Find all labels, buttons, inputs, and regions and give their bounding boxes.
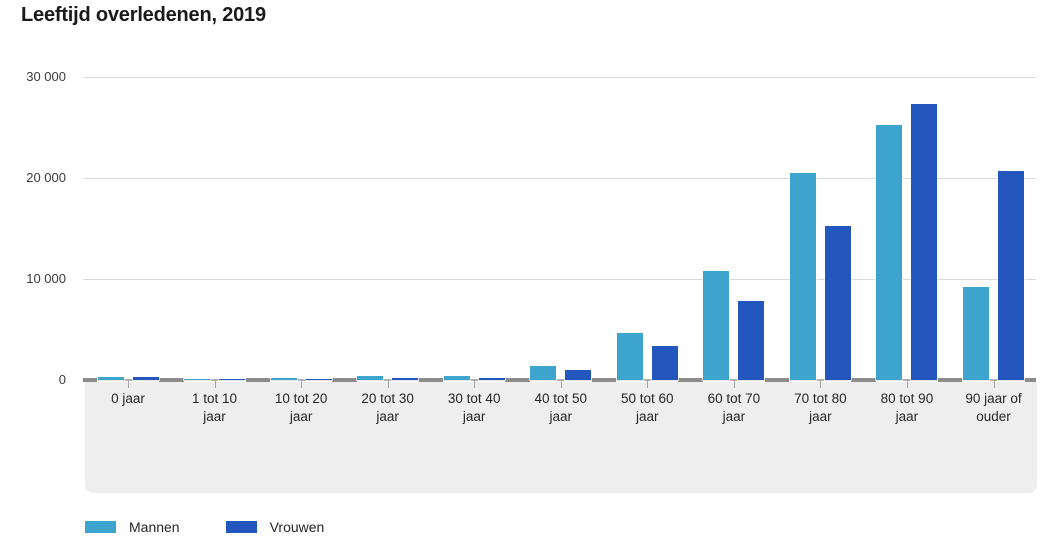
x-axis-tick bbox=[647, 380, 649, 388]
bar-vrouwen-8[interactable] bbox=[738, 300, 765, 380]
x-axis-category-label-line: 10 tot 20 bbox=[274, 391, 328, 406]
legend-item-mannen[interactable]: Mannen bbox=[85, 519, 180, 535]
y-axis-tick-label: 0 bbox=[58, 372, 66, 387]
legend-swatch-vrouwen bbox=[225, 521, 257, 533]
bar-vrouwen-7[interactable] bbox=[651, 346, 678, 380]
x-axis-tick bbox=[214, 380, 216, 388]
x-axis-category-label-line: 30 tot 40 bbox=[447, 391, 501, 406]
y-axis-tick-label: 30 000 bbox=[26, 69, 66, 84]
x-axis-tick bbox=[474, 380, 476, 388]
legend-swatch-mannen bbox=[85, 521, 116, 533]
x-axis-category-label-line: 80 tot 90 bbox=[880, 391, 934, 406]
x-axis-category-label-line: 70 tot 80 bbox=[794, 391, 847, 406]
bar-vrouwen-9[interactable] bbox=[824, 225, 851, 380]
bar-vrouwen-1[interactable] bbox=[132, 377, 159, 380]
bar-mannen-9[interactable] bbox=[789, 172, 816, 380]
x-axis-category-label: 50 tot 60 jaar bbox=[599, 390, 695, 426]
x-axis-category-label-line: jaar bbox=[376, 409, 399, 424]
y-gridline bbox=[83, 76, 1036, 78]
x-axis-tick bbox=[733, 380, 735, 388]
x-axis-category-label-line: jaar bbox=[636, 409, 659, 424]
x-axis-category-label: 80 tot 90 jaar bbox=[859, 390, 955, 426]
x-axis-tick bbox=[560, 380, 562, 388]
x-axis-category-label: 90 jaar of ouder bbox=[946, 390, 1042, 426]
x-axis-category-label: 10 tot 20 jaar bbox=[253, 390, 349, 426]
chart-legend: Mannen Vrouwen bbox=[85, 519, 370, 535]
y-gridline bbox=[83, 278, 1036, 280]
x-axis-line-segment bbox=[851, 378, 876, 382]
x-axis-category-label: 70 tot 80 jaar bbox=[772, 390, 868, 426]
x-axis-category-label-line: 0 jaar bbox=[111, 391, 145, 406]
x-axis-line-segment bbox=[332, 378, 357, 382]
x-axis-category-label-line: jaar bbox=[462, 409, 486, 424]
x-axis-category-label-line: 50 tot 60 bbox=[621, 391, 674, 406]
bar-mannen-4[interactable] bbox=[357, 375, 384, 380]
bar-vrouwen-10[interactable] bbox=[911, 104, 938, 380]
x-axis-category-label-line: 40 tot 50 bbox=[534, 391, 588, 406]
x-axis-line-segment bbox=[764, 378, 790, 382]
y-gridline bbox=[83, 177, 1036, 179]
bar-mannen-8[interactable] bbox=[703, 270, 730, 380]
x-axis-line-segment bbox=[83, 378, 97, 382]
x-axis-line-segment bbox=[937, 378, 963, 382]
x-axis-category-label: 0 jaar bbox=[80, 390, 176, 408]
x-axis-line-segment bbox=[418, 378, 444, 382]
bar-mannen-5[interactable] bbox=[443, 375, 470, 380]
bar-vrouwen-6[interactable] bbox=[565, 370, 592, 380]
bar-mannen-10[interactable] bbox=[876, 125, 903, 380]
x-axis-tick bbox=[301, 380, 303, 388]
chart-title: Leeftijd overledenen, 2019 bbox=[21, 4, 266, 26]
x-axis-category-label: 60 tot 70 jaar bbox=[686, 390, 782, 426]
x-axis-category-label: 40 tot 50 jaar bbox=[513, 390, 609, 426]
x-axis-category-label-line: 1 tot 10 bbox=[192, 391, 238, 406]
x-axis-category-label-line: jaar bbox=[895, 409, 919, 424]
x-axis-tick bbox=[993, 380, 995, 388]
bar-mannen-3[interactable] bbox=[270, 378, 297, 380]
x-axis-category-label-line: jaar bbox=[809, 409, 832, 424]
x-axis-line-segment bbox=[591, 378, 617, 382]
x-axis-tick bbox=[906, 380, 908, 388]
bar-mannen-1[interactable] bbox=[97, 376, 124, 380]
y-axis-tick-label: 20 000 bbox=[26, 170, 66, 185]
x-axis-line-segment bbox=[245, 378, 271, 382]
x-axis-category-label-line: jaar bbox=[722, 409, 746, 424]
bar-vrouwen-4[interactable] bbox=[392, 378, 419, 380]
x-axis-line bbox=[83, 379, 1036, 381]
x-axis-category-label: 30 tot 40 jaar bbox=[426, 390, 522, 426]
bar-vrouwen-3[interactable] bbox=[305, 378, 332, 380]
bar-mannen-2[interactable] bbox=[184, 378, 211, 380]
legend-label: Mannen bbox=[129, 519, 180, 535]
bar-mannen-11[interactable] bbox=[963, 287, 989, 380]
legend-label: Vrouwen bbox=[269, 519, 325, 535]
bar-vrouwen-11[interactable] bbox=[998, 171, 1024, 380]
x-axis-category-label-line: jaar bbox=[549, 409, 572, 424]
x-axis-category-label-line: jaar bbox=[203, 409, 226, 424]
x-axis-category-label-line: 90 jaar of bbox=[965, 391, 1022, 406]
x-axis-line-segment bbox=[505, 378, 530, 382]
x-axis-category-label: 1 tot 10 jaar bbox=[167, 390, 263, 426]
x-axis-tick bbox=[820, 380, 822, 388]
bar-mannen-7[interactable] bbox=[616, 333, 643, 380]
x-axis-line-segment bbox=[1024, 378, 1036, 382]
x-axis-tick bbox=[128, 380, 129, 388]
x-axis-category-label: 20 tot 30 jaar bbox=[340, 390, 436, 426]
legend-item-vrouwen[interactable]: Vrouwen bbox=[225, 519, 325, 535]
bar-vrouwen-2[interactable] bbox=[219, 379, 246, 380]
x-axis-category-label-line: 20 tot 30 bbox=[361, 391, 414, 406]
x-axis-line-segment bbox=[678, 378, 703, 382]
plot-background bbox=[85, 382, 1037, 493]
x-axis-category-label-line: ouder bbox=[976, 409, 1011, 424]
bar-mannen-6[interactable] bbox=[530, 366, 557, 380]
x-axis-line-segment bbox=[159, 378, 184, 382]
y-axis-tick-label: 10 000 bbox=[26, 271, 66, 286]
x-axis-category-label-line: jaar bbox=[289, 409, 313, 424]
x-axis-category-label-line: 60 tot 70 bbox=[707, 391, 761, 406]
x-axis-tick bbox=[387, 380, 389, 388]
bar-vrouwen-5[interactable] bbox=[478, 377, 505, 380]
